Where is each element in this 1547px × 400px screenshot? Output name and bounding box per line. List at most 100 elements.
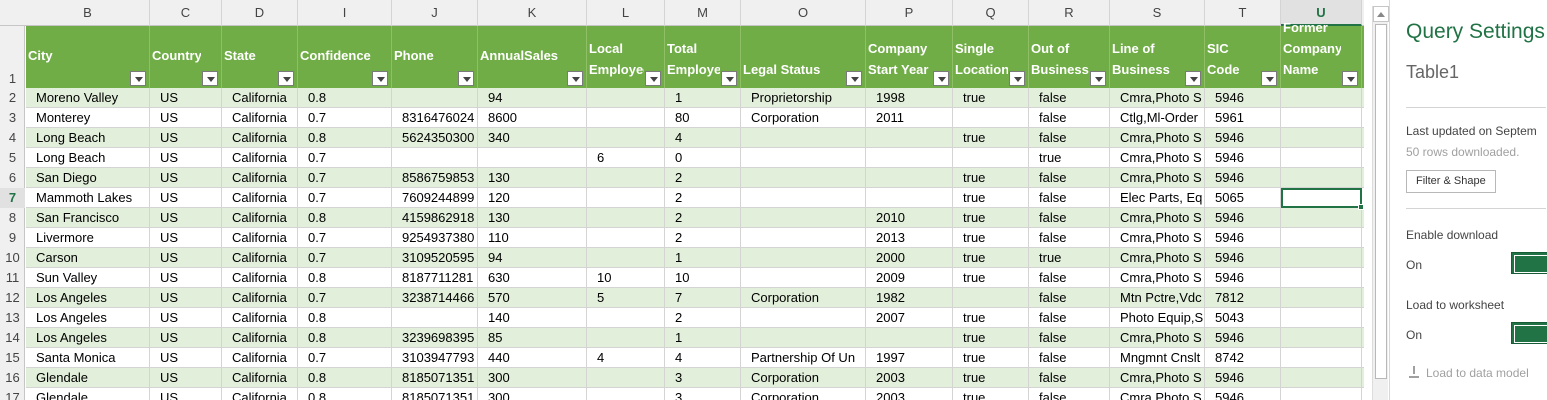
filter-dropdown-icon[interactable] [567, 71, 583, 86]
table-cell[interactable]: 8187711281 [392, 268, 478, 288]
table-cell[interactable] [1281, 208, 1362, 228]
table-cell[interactable] [1362, 108, 1364, 128]
table-cell[interactable] [1362, 288, 1364, 308]
table-cell[interactable]: California [222, 348, 298, 368]
table-cell[interactable]: San Francisco [26, 208, 150, 228]
row-number[interactable]: 1 [8, 71, 17, 86]
table-cell[interactable]: 4 [665, 348, 741, 368]
table-cell[interactable] [1281, 368, 1362, 388]
row-number[interactable]: 16 [5, 370, 20, 385]
column-letter-j[interactable]: J [392, 0, 478, 26]
filter-dropdown-icon[interactable] [645, 71, 661, 86]
table-cell[interactable]: 0.7 [298, 148, 392, 168]
table-cell[interactable] [392, 308, 478, 328]
active-cell[interactable] [1281, 188, 1362, 208]
table-cell[interactable]: Long Beach [26, 148, 150, 168]
filter-dropdown-icon[interactable] [721, 71, 737, 86]
table-cell[interactable] [587, 128, 665, 148]
table-cell[interactable]: 5065 [1205, 188, 1281, 208]
column-letter-s[interactable]: S [1110, 0, 1205, 26]
row-number[interactable]: 15 [5, 350, 20, 365]
table-cell[interactable]: Corporation [741, 368, 866, 388]
table-cell[interactable] [1281, 88, 1362, 108]
column-letter-u[interactable]: U [1281, 0, 1362, 26]
table-cell[interactable]: Corporation [741, 288, 866, 308]
header-cell[interactable]: Confidence [298, 26, 392, 88]
table-cell[interactable]: false [1029, 228, 1110, 248]
column-letter-i[interactable]: I [298, 0, 392, 26]
table-cell[interactable]: US [150, 108, 222, 128]
table-cell[interactable] [587, 168, 665, 188]
table-cell[interactable]: 0.8 [298, 268, 392, 288]
table-cell[interactable]: 130 [478, 208, 587, 228]
table-cell[interactable]: Partnership Of Un [741, 348, 866, 368]
header-cell[interactable]: Single Location [953, 26, 1029, 88]
table-cell[interactable]: Cmra,Photo S [1110, 368, 1205, 388]
header-cell[interactable]: Former Company Name [1281, 20, 1362, 88]
table-cell[interactable]: 0.7 [298, 188, 392, 208]
row-number[interactable]: 12 [5, 290, 20, 305]
table-cell[interactable] [587, 388, 665, 400]
column-letter-t[interactable]: T [1205, 0, 1281, 26]
table-cell[interactable]: US [150, 88, 222, 108]
filter-dropdown-icon[interactable] [130, 71, 146, 86]
table-cell[interactable] [587, 188, 665, 208]
scroll-up-arrow-icon[interactable] [1373, 6, 1389, 22]
table-cell[interactable]: 1 [665, 248, 741, 268]
table-cell[interactable]: 0.8 [298, 88, 392, 108]
table-cell[interactable]: 340 [478, 128, 587, 148]
table-cell[interactable]: Proprietorship [741, 88, 866, 108]
table-cell[interactable]: Mtn Pctre,Vdc [1110, 288, 1205, 308]
table-cell[interactable]: false [1029, 288, 1110, 308]
table-cell[interactable]: 0.8 [298, 128, 392, 148]
table-cell[interactable]: California [222, 268, 298, 288]
row-number[interactable]: 17 [5, 390, 20, 400]
table-cell[interactable]: 2 [665, 308, 741, 328]
column-letter-m[interactable]: M [665, 0, 741, 26]
header-cell[interactable]: Phone [392, 26, 478, 88]
table-cell[interactable]: 8586759853 [392, 168, 478, 188]
column-letter-r[interactable]: R [1029, 0, 1110, 26]
table-cell[interactable]: true [1029, 148, 1110, 168]
table-cell[interactable]: 140 [478, 308, 587, 328]
table-cell[interactable] [1281, 108, 1362, 128]
table-cell[interactable] [1362, 208, 1364, 228]
table-cell[interactable] [741, 308, 866, 328]
table-cell[interactable]: 3239698395 [392, 328, 478, 348]
table-cell[interactable]: false [1029, 128, 1110, 148]
table-cell[interactable]: Ctlg,Ml-Order [1110, 108, 1205, 128]
table-cell[interactable]: true [953, 328, 1029, 348]
table-cell[interactable]: Cmra,Photo S [1110, 208, 1205, 228]
table-cell[interactable]: false [1029, 188, 1110, 208]
row-number[interactable]: 8 [8, 210, 17, 225]
table-cell[interactable]: true [1029, 248, 1110, 268]
column-letter-d[interactable]: D [222, 0, 298, 26]
table-cell[interactable]: California [222, 388, 298, 400]
header-cell[interactable]: Out of Business [1029, 26, 1110, 88]
table-cell[interactable]: 3 [665, 388, 741, 400]
table-cell[interactable]: 80 [665, 108, 741, 128]
table-cell[interactable]: Cmra,Photo S [1110, 148, 1205, 168]
table-cell[interactable]: false [1029, 168, 1110, 188]
table-cell[interactable]: 300 [478, 388, 587, 400]
table-cell[interactable]: 5946 [1205, 208, 1281, 228]
header-cell[interactable]: F [1362, 26, 1364, 88]
table-cell[interactable] [741, 148, 866, 168]
table-cell[interactable]: 0.8 [298, 368, 392, 388]
table-cell[interactable]: 7609244899 [392, 188, 478, 208]
table-cell[interactable]: true [953, 88, 1029, 108]
table-cell[interactable]: 9254937380 [392, 228, 478, 248]
column-letter-o[interactable]: O [741, 0, 866, 26]
table-cell[interactable]: 6 [587, 148, 665, 168]
table-cell[interactable] [587, 108, 665, 128]
table-cell[interactable]: Cmra,Photo S [1110, 328, 1205, 348]
table-cell[interactable]: 0.8 [298, 328, 392, 348]
table-cell[interactable]: 94 [478, 248, 587, 268]
table-cell[interactable]: false [1029, 368, 1110, 388]
table-cell[interactable]: false [1029, 348, 1110, 368]
table-cell[interactable]: 2003 [866, 388, 953, 400]
table-cell[interactable]: Cmra,Photo S [1110, 248, 1205, 268]
table-cell[interactable] [866, 148, 953, 168]
table-cell[interactable] [587, 328, 665, 348]
table-cell[interactable]: 2 [665, 228, 741, 248]
